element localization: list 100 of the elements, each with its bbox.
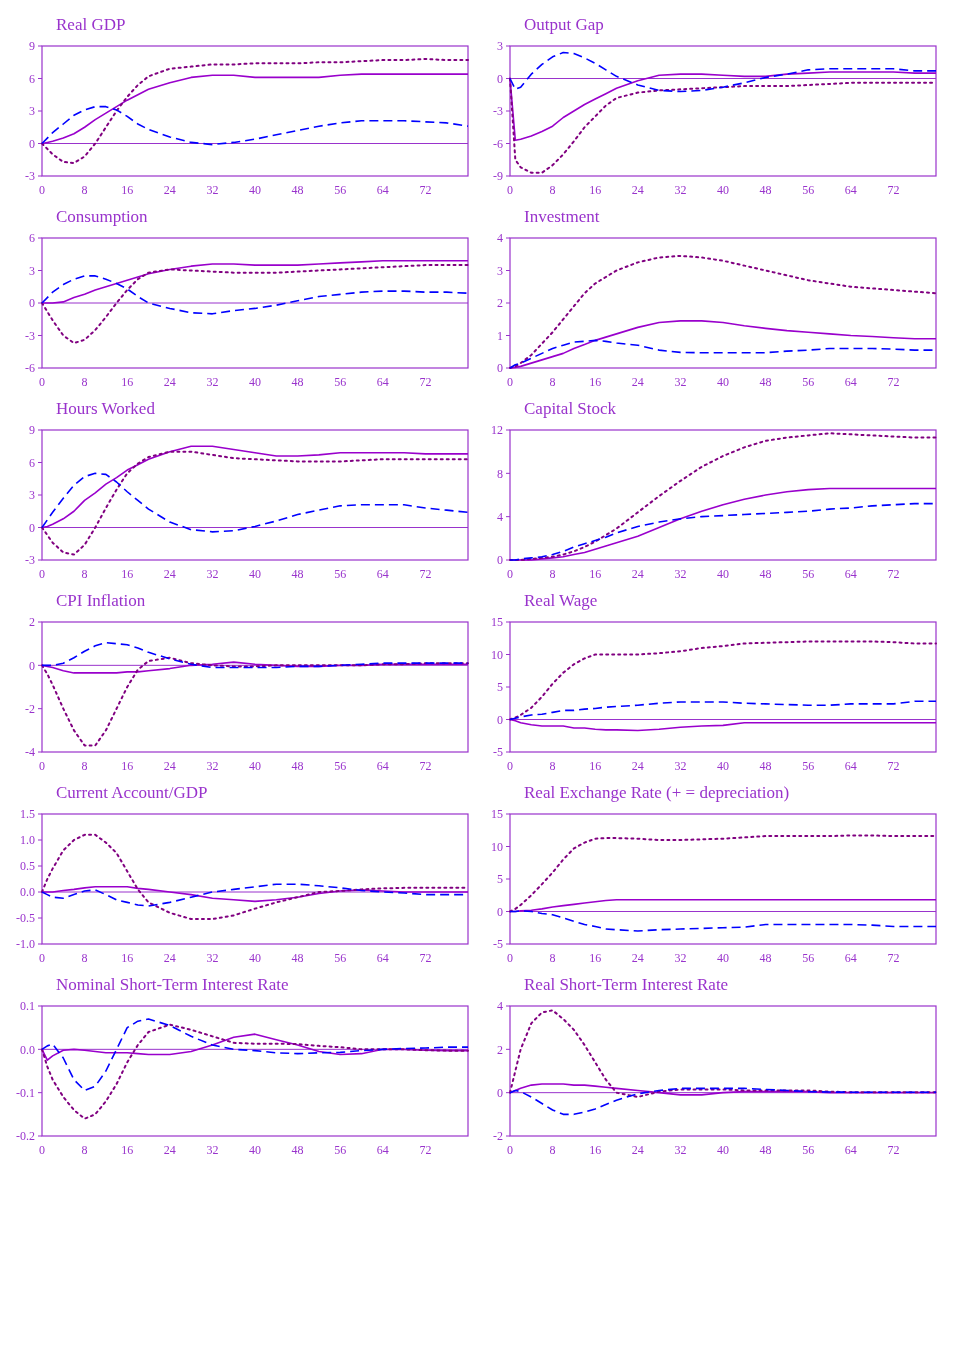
x-tick-label: 8 — [81, 951, 88, 965]
x-tick-label: 40 — [249, 183, 261, 197]
x-tick-label: 32 — [674, 759, 687, 773]
x-tick-label: 72 — [419, 759, 432, 773]
x-tick-label: 24 — [631, 759, 644, 773]
x-tick-label: 16 — [589, 951, 602, 965]
x-tick-label: 64 — [376, 567, 389, 581]
x-tick-label: 0 — [39, 183, 45, 197]
y-tick-label: -9 — [493, 169, 503, 184]
x-tick-label: 0 — [507, 951, 513, 965]
y-tick-label: 0 — [497, 712, 503, 727]
chart-title: Real Wage — [524, 591, 598, 610]
y-tick-label: 9 — [29, 39, 35, 54]
x-tick-label: 48 — [759, 375, 772, 389]
y-tick-label: 6 — [29, 455, 35, 470]
x-tick-label: 64 — [844, 183, 857, 197]
y-tick-label: -3 — [25, 328, 35, 343]
x-tick-label: 72 — [419, 375, 432, 389]
x-tick-label: 0 — [39, 1143, 45, 1157]
x-tick-label: 8 — [81, 183, 88, 197]
y-tick-label: 0 — [29, 658, 35, 673]
x-tick-label: 32 — [674, 567, 687, 581]
x-tick-label: 40 — [717, 1143, 729, 1157]
x-tick-label: 48 — [291, 951, 304, 965]
x-tick-label: 40 — [717, 951, 729, 965]
x-tick-label: 8 — [549, 759, 556, 773]
x-tick-label: 48 — [291, 759, 304, 773]
x-tick-label: 48 — [291, 1143, 304, 1157]
x-tick-label: 8 — [81, 375, 88, 389]
x-tick-label: 40 — [249, 951, 261, 965]
x-tick-label: 56 — [334, 951, 347, 965]
x-tick-label: 64 — [844, 567, 857, 581]
x-tick-label: 48 — [759, 951, 772, 965]
x-tick-label: 72 — [419, 1143, 432, 1157]
y-tick-label: 2 — [497, 1042, 503, 1057]
y-tick-label: 0.0 — [20, 885, 35, 900]
x-tick-label: 24 — [631, 951, 644, 965]
y-tick-label: 2 — [29, 615, 35, 630]
y-tick-label: -5 — [493, 745, 503, 760]
y-tick-label: 15 — [491, 807, 503, 822]
x-tick-label: 24 — [631, 183, 644, 197]
y-tick-label: 2 — [497, 296, 503, 311]
x-tick-label: 48 — [759, 759, 772, 773]
x-tick-label: 64 — [376, 375, 389, 389]
x-tick-label: 40 — [717, 759, 729, 773]
y-tick-label: 3 — [497, 263, 503, 278]
y-tick-label: 1 — [497, 328, 503, 343]
x-tick-label: 40 — [249, 567, 261, 581]
y-tick-label: 5 — [497, 680, 503, 695]
y-tick-label: 0 — [497, 71, 503, 86]
x-tick-label: 24 — [163, 375, 176, 389]
y-tick-label: 1.5 — [20, 807, 35, 822]
x-tick-label: 64 — [844, 951, 857, 965]
y-tick-label: 4 — [497, 999, 503, 1014]
x-tick-label: 64 — [376, 183, 389, 197]
x-tick-label: 32 — [206, 759, 219, 773]
x-tick-label: 8 — [549, 567, 556, 581]
chart-title: CPI Inflation — [56, 591, 146, 610]
x-tick-label: 32 — [674, 183, 687, 197]
x-tick-label: 40 — [249, 1143, 261, 1157]
x-tick-label: 56 — [802, 567, 815, 581]
chart-title: Investment — [524, 207, 600, 226]
y-tick-label: -6 — [25, 361, 35, 376]
y-tick-label: -5 — [493, 937, 503, 952]
y-tick-label: 8 — [497, 466, 503, 481]
x-tick-label: 40 — [717, 183, 729, 197]
x-tick-label: 72 — [887, 951, 900, 965]
x-tick-label: 32 — [206, 375, 219, 389]
y-tick-label: -2 — [25, 701, 35, 716]
chart-title: Output Gap — [524, 15, 604, 34]
x-tick-label: 64 — [376, 1143, 389, 1157]
y-tick-label: -1.0 — [16, 937, 35, 952]
x-tick-label: 16 — [121, 759, 134, 773]
x-tick-label: 64 — [376, 759, 389, 773]
x-tick-label: 72 — [887, 759, 900, 773]
y-tick-label: 3 — [29, 263, 35, 278]
x-tick-label: 0 — [39, 375, 45, 389]
x-tick-label: 24 — [163, 1143, 176, 1157]
x-tick-label: 24 — [163, 759, 176, 773]
chart-title: Capital Stock — [524, 399, 617, 418]
x-tick-label: 0 — [39, 567, 45, 581]
x-tick-label: 8 — [549, 375, 556, 389]
y-tick-label: 0 — [29, 520, 35, 535]
x-tick-label: 72 — [887, 375, 900, 389]
chart-title: Consumption — [56, 207, 149, 226]
x-tick-label: 32 — [674, 1143, 687, 1157]
x-tick-label: 64 — [844, 759, 857, 773]
y-tick-label: 15 — [491, 615, 503, 630]
x-tick-label: 56 — [334, 1143, 347, 1157]
x-tick-label: 48 — [291, 183, 304, 197]
x-tick-label: 56 — [334, 759, 347, 773]
x-tick-label: 0 — [39, 759, 45, 773]
x-tick-label: 32 — [206, 567, 219, 581]
x-tick-label: 56 — [334, 183, 347, 197]
x-tick-label: 16 — [121, 567, 134, 581]
x-tick-label: 72 — [887, 183, 900, 197]
x-tick-label: 8 — [549, 1143, 556, 1157]
y-tick-label: 1.0 — [20, 833, 35, 848]
x-tick-label: 32 — [206, 183, 219, 197]
chart-title: Nominal Short-Term Interest Rate — [56, 975, 289, 994]
